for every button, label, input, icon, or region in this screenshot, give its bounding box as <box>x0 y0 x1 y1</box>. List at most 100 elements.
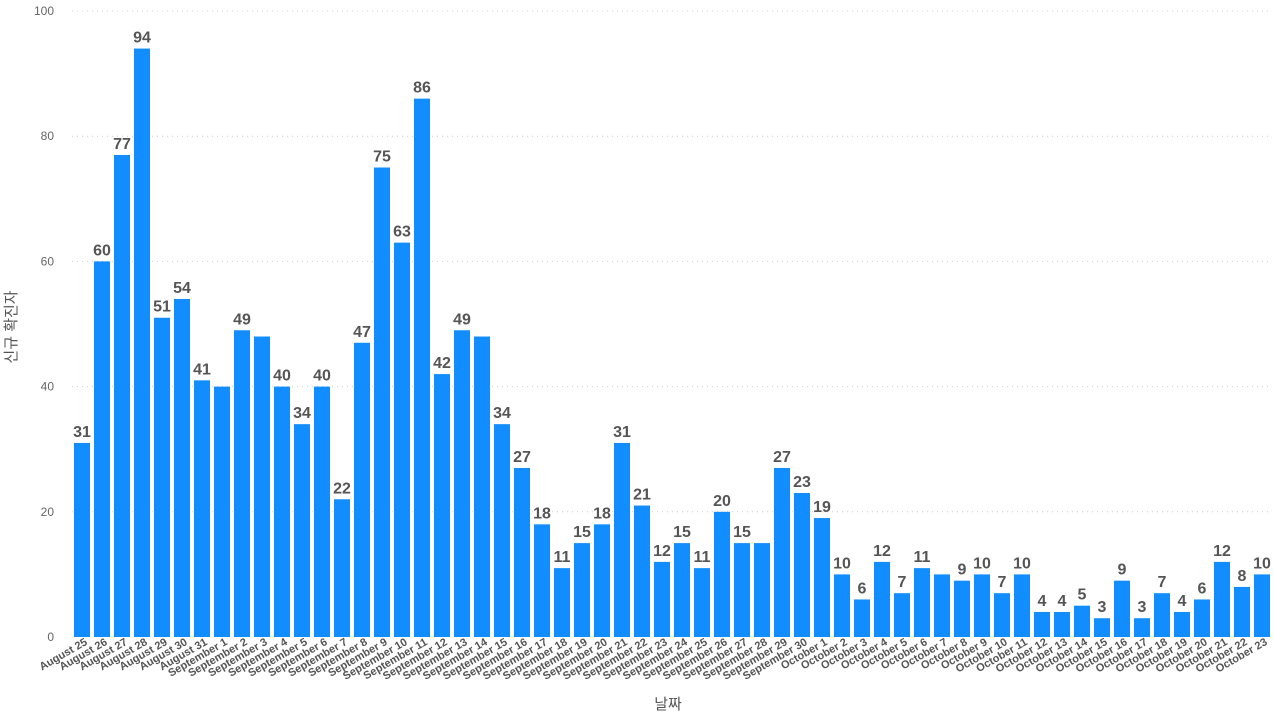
data-label: 51 <box>153 299 171 316</box>
bar <box>634 505 650 637</box>
bar <box>714 511 730 637</box>
data-label: 7 <box>1158 574 1167 591</box>
data-label: 21 <box>633 487 651 504</box>
data-label: 12 <box>653 543 671 560</box>
bar <box>174 298 190 637</box>
data-labels: 3160779451544149403440224775638642493427… <box>73 30 1271 617</box>
data-label: 23 <box>793 474 811 491</box>
bar <box>1054 611 1070 637</box>
bar <box>554 568 570 637</box>
data-label: 10 <box>1013 555 1031 572</box>
bar <box>1214 561 1230 637</box>
data-label: 77 <box>113 136 131 153</box>
data-label: 27 <box>773 449 791 466</box>
data-label: 11 <box>554 549 571 566</box>
data-label: 6 <box>1198 580 1207 597</box>
bar <box>1174 611 1190 637</box>
bar <box>1134 618 1150 637</box>
bar <box>114 154 130 638</box>
bar <box>1234 586 1250 637</box>
data-label: 63 <box>393 224 411 241</box>
data-label: 11 <box>694 549 711 566</box>
y-axis-ticks: 0 20 40 60 80 100 <box>34 4 54 644</box>
bar <box>374 167 390 637</box>
data-label: 7 <box>998 574 1007 591</box>
data-label: 18 <box>593 505 611 522</box>
data-label: 9 <box>958 562 967 579</box>
bar <box>1014 574 1030 637</box>
bar <box>674 543 690 637</box>
bar <box>354 342 370 637</box>
data-label: 12 <box>1213 543 1231 560</box>
data-label: 49 <box>453 311 471 328</box>
data-label: 18 <box>533 505 551 522</box>
bar <box>834 574 850 637</box>
bar <box>654 561 670 637</box>
bar <box>414 98 430 637</box>
bar <box>1034 611 1050 637</box>
bar <box>954 580 970 637</box>
bar <box>254 336 270 637</box>
bar <box>1114 580 1130 637</box>
data-label: 34 <box>493 405 511 422</box>
bar <box>394 242 410 637</box>
bar <box>294 424 310 637</box>
bar <box>594 524 610 637</box>
data-label: 41 <box>193 361 211 378</box>
data-label: 7 <box>898 574 907 591</box>
data-label: 9 <box>1118 562 1127 579</box>
data-label: 94 <box>133 30 151 47</box>
bars <box>74 48 1270 638</box>
bar <box>1194 599 1210 637</box>
y-axis-title: 신규 확진자 <box>3 290 20 363</box>
data-label: 42 <box>433 355 451 372</box>
data-label: 27 <box>513 449 531 466</box>
y-tick-label: 60 <box>41 254 55 268</box>
data-label: 31 <box>613 424 631 441</box>
data-label: 22 <box>333 480 351 497</box>
bar <box>614 442 630 637</box>
bar <box>974 574 990 637</box>
bar <box>454 330 470 637</box>
bar <box>434 374 450 637</box>
bar <box>994 593 1010 637</box>
bar <box>874 561 890 637</box>
bar <box>814 518 830 637</box>
data-label: 8 <box>1238 568 1247 585</box>
data-label: 15 <box>673 524 691 541</box>
data-label: 19 <box>813 499 831 516</box>
y-tick-label: 40 <box>41 380 55 394</box>
data-label: 3 <box>1098 599 1107 616</box>
data-label: 3 <box>1138 599 1147 616</box>
bar <box>274 386 290 637</box>
data-label: 31 <box>73 424 91 441</box>
bar <box>154 317 170 637</box>
bar <box>534 524 550 637</box>
data-label: 4 <box>1038 593 1047 610</box>
bar <box>1154 593 1170 637</box>
data-label: 34 <box>293 405 311 422</box>
data-label: 20 <box>713 493 731 510</box>
bar <box>1074 605 1090 637</box>
bar <box>214 386 230 637</box>
y-tick-label: 0 <box>47 630 54 644</box>
y-tick-label: 100 <box>34 4 54 18</box>
bar <box>474 336 490 637</box>
data-label: 10 <box>1253 555 1271 572</box>
bar <box>94 261 110 637</box>
bar <box>774 467 790 637</box>
data-label: 15 <box>573 524 591 541</box>
data-label: 15 <box>733 524 751 541</box>
data-label: 6 <box>858 580 867 597</box>
data-label: 60 <box>93 242 111 259</box>
bar <box>1094 618 1110 637</box>
y-tick-label: 80 <box>41 129 55 143</box>
bar <box>854 599 870 637</box>
bar <box>194 380 210 637</box>
bar <box>894 593 910 637</box>
bar <box>134 48 150 638</box>
data-label: 49 <box>233 311 251 328</box>
data-label: 4 <box>1058 593 1067 610</box>
bar <box>234 330 250 637</box>
